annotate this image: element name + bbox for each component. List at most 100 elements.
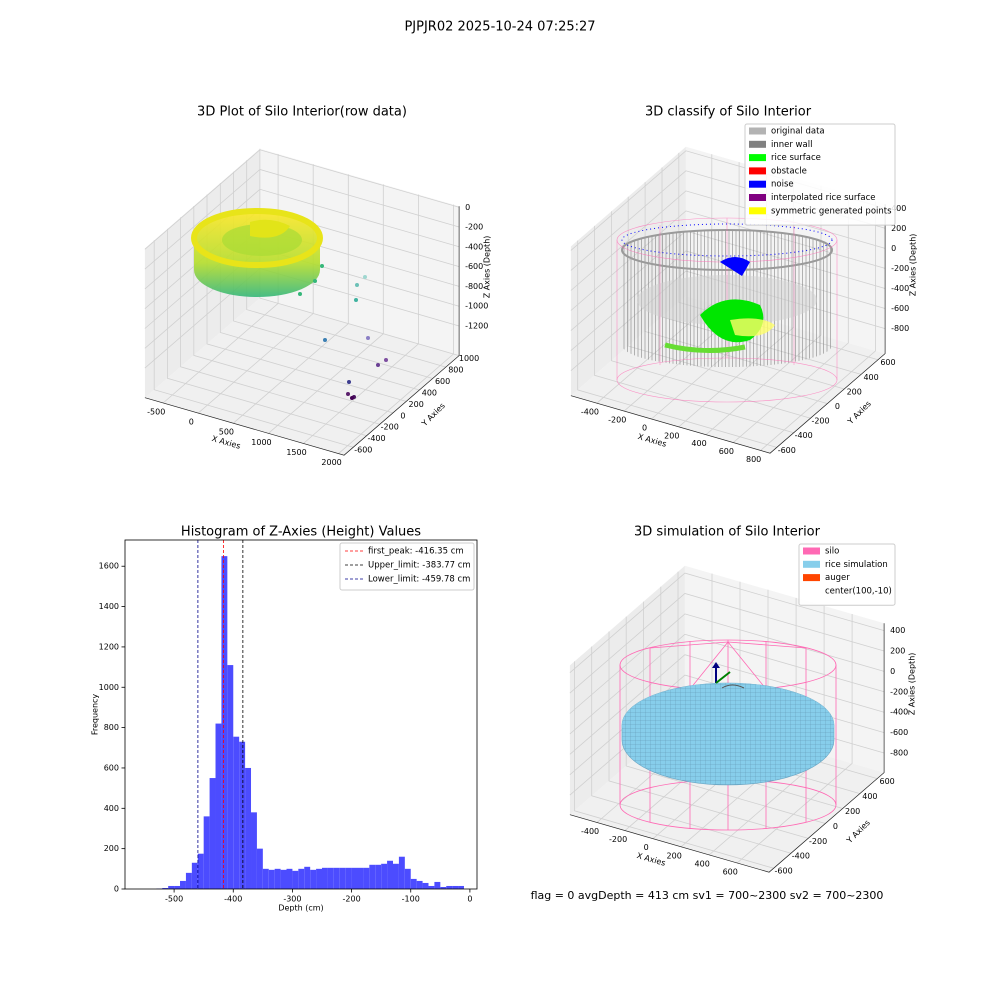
point-cloud bbox=[191, 208, 388, 400]
y-tick-label: 200 bbox=[847, 387, 862, 396]
x-tick-label: 2000 bbox=[321, 458, 341, 467]
bar bbox=[387, 860, 393, 889]
legend-label: silo bbox=[825, 547, 839, 557]
grid-line bbox=[144, 169, 460, 270]
grid-line bbox=[569, 593, 885, 694]
z-tick-label: -400 bbox=[891, 284, 909, 293]
y-tick-label: 1400 bbox=[99, 602, 119, 611]
z-tick-label: 200 bbox=[891, 224, 906, 233]
grid-line bbox=[577, 240, 777, 448]
y-tick-label: 600 bbox=[880, 358, 895, 367]
bar bbox=[245, 767, 252, 889]
bar bbox=[434, 881, 441, 889]
legend-swatch bbox=[803, 547, 820, 555]
bar bbox=[268, 869, 275, 889]
bar bbox=[381, 863, 388, 889]
x-tick-label: -400 bbox=[581, 408, 599, 417]
z-axis-label: Z Axies (Depth) bbox=[483, 236, 492, 299]
grid-line bbox=[608, 631, 809, 839]
x-tick-label: -100 bbox=[402, 895, 420, 904]
bar bbox=[185, 872, 192, 889]
z-tick-label: -800 bbox=[891, 324, 909, 333]
x-tick-label: -500 bbox=[147, 407, 165, 416]
x-tick-label: 200 bbox=[667, 851, 682, 860]
bar bbox=[428, 885, 435, 889]
legend-label: rice surface bbox=[771, 153, 821, 163]
plot-frame bbox=[124, 539, 478, 890]
grid-line bbox=[574, 661, 774, 869]
bar bbox=[363, 867, 370, 889]
bar bbox=[274, 868, 281, 889]
y-tick-label: 0 bbox=[833, 822, 838, 831]
bar bbox=[292, 870, 299, 889]
z-tick-label: -600 bbox=[465, 262, 483, 271]
y-tick-label: -400 bbox=[795, 431, 813, 440]
chart-title: 3D Plot of Silo Interior(row data) bbox=[197, 105, 407, 120]
x-tick-label: -200 bbox=[609, 835, 627, 844]
z-tick-label: -1200 bbox=[465, 321, 488, 330]
y-tick-label: 1600 bbox=[99, 562, 119, 571]
z-tick-label: -200 bbox=[890, 687, 908, 696]
legend-label: interpolated rice surface bbox=[771, 193, 876, 203]
y-tick-label: 1200 bbox=[99, 642, 119, 651]
bar bbox=[351, 867, 358, 889]
z-tick-label: -800 bbox=[465, 282, 483, 291]
bar bbox=[398, 856, 405, 889]
bar bbox=[280, 869, 287, 889]
legend-swatch bbox=[803, 574, 820, 582]
pane bbox=[259, 148, 460, 356]
z-tick-label: 0 bbox=[891, 244, 896, 253]
legend-label: center(100,-10) bbox=[825, 586, 892, 596]
grid-line bbox=[594, 225, 794, 434]
histogram: -500 -400 -300 -200 -100 0 0 200 400 600 800 1000 12… bbox=[91, 525, 478, 913]
bar bbox=[180, 880, 186, 889]
grid-line bbox=[569, 654, 885, 755]
legend-swatch bbox=[749, 167, 766, 175]
chart-title: 3D simulation of Silo Interior bbox=[634, 525, 821, 540]
bar bbox=[251, 812, 257, 889]
z-tick-label: -200 bbox=[465, 223, 483, 232]
silo-model bbox=[619, 639, 837, 831]
bar bbox=[375, 864, 382, 889]
bar bbox=[422, 882, 429, 889]
x-tick-label: 1000 bbox=[251, 438, 271, 447]
legend-label: symmetric generated points bbox=[771, 206, 892, 216]
x-tick-label: 1500 bbox=[286, 448, 306, 457]
x-tick-label: -200 bbox=[343, 895, 361, 904]
legend: silo rice simulation auger center(100,-10) bbox=[798, 543, 896, 606]
y-tick-label: 200 bbox=[409, 400, 424, 409]
bar bbox=[197, 853, 204, 889]
grid-line bbox=[167, 228, 367, 437]
y-tick-label: -400 bbox=[367, 434, 385, 443]
grid-line bbox=[153, 240, 354, 448]
legend-label: obstacle bbox=[771, 166, 807, 176]
y-tick-label: 200 bbox=[845, 807, 860, 816]
bar bbox=[369, 864, 376, 889]
x-tick-label: 0 bbox=[189, 418, 194, 427]
bar bbox=[446, 885, 453, 889]
legend-swatch bbox=[749, 154, 766, 162]
bar bbox=[345, 867, 352, 889]
y-axis-label: Frequency bbox=[91, 694, 100, 736]
z-tick-label: -600 bbox=[890, 728, 908, 737]
bar bbox=[404, 868, 411, 889]
legend: first_peak: -416.35 cm Upper_limit: -383.… bbox=[339, 542, 475, 591]
z-tick-label: 400 bbox=[891, 204, 906, 213]
y-tick-label: 400 bbox=[104, 804, 119, 813]
bar bbox=[227, 665, 234, 889]
x-tick-label: 600 bbox=[719, 447, 734, 456]
bar bbox=[286, 868, 293, 889]
legend-label: inner wall bbox=[771, 140, 812, 150]
x-tick-label: 400 bbox=[691, 439, 706, 448]
grid-line bbox=[570, 190, 886, 291]
bar bbox=[310, 869, 317, 889]
bar bbox=[239, 741, 246, 889]
grid-line bbox=[180, 217, 380, 425]
z-tick-label: 400 bbox=[890, 626, 905, 635]
y-tick-label: 1000 bbox=[459, 354, 479, 363]
bar bbox=[174, 885, 181, 889]
z-tick-label: -800 bbox=[890, 748, 908, 757]
bar bbox=[327, 867, 334, 889]
x-tick-label: 800 bbox=[746, 455, 761, 464]
